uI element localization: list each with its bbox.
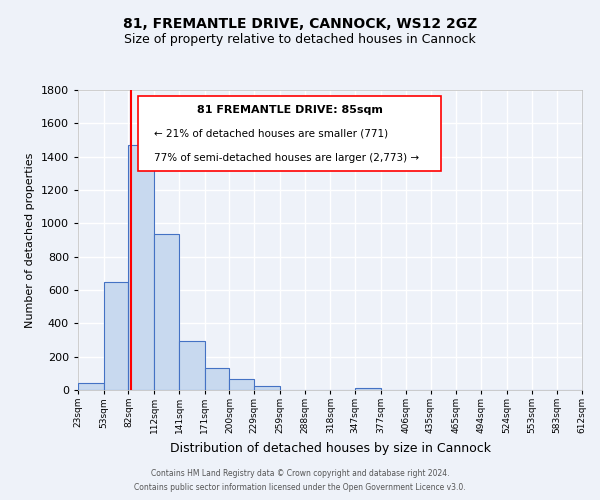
Bar (154, 234, 179, 390)
Bar (179, 341, 205, 390)
X-axis label: Distribution of detached houses by size in Cannock: Distribution of detached houses by size … (170, 442, 491, 454)
Text: 81, FREMANTLE DRIVE, CANNOCK, WS12 2GZ: 81, FREMANTLE DRIVE, CANNOCK, WS12 2GZ (123, 18, 477, 32)
Text: Size of property relative to detached houses in Cannock: Size of property relative to detached ho… (124, 32, 476, 46)
Bar (128, 145, 154, 390)
Bar (78, 384, 104, 390)
Bar (104, 282, 128, 390)
Y-axis label: Number of detached properties: Number of detached properties (25, 152, 35, 328)
Text: 77% of semi-detached houses are larger (2,773) →: 77% of semi-detached houses are larger (… (154, 153, 419, 163)
Bar (229, 379, 254, 390)
Text: 81 FREMANTLE DRIVE: 85sqm: 81 FREMANTLE DRIVE: 85sqm (197, 105, 383, 115)
FancyBboxPatch shape (139, 96, 441, 171)
Text: Contains HM Land Registry data © Crown copyright and database right 2024.: Contains HM Land Registry data © Crown c… (151, 468, 449, 477)
Bar (254, 386, 280, 390)
Text: ← 21% of detached houses are smaller (771): ← 21% of detached houses are smaller (77… (154, 129, 388, 139)
Bar (355, 388, 381, 390)
Text: Contains public sector information licensed under the Open Government Licence v3: Contains public sector information licen… (134, 484, 466, 492)
Bar (205, 368, 229, 390)
